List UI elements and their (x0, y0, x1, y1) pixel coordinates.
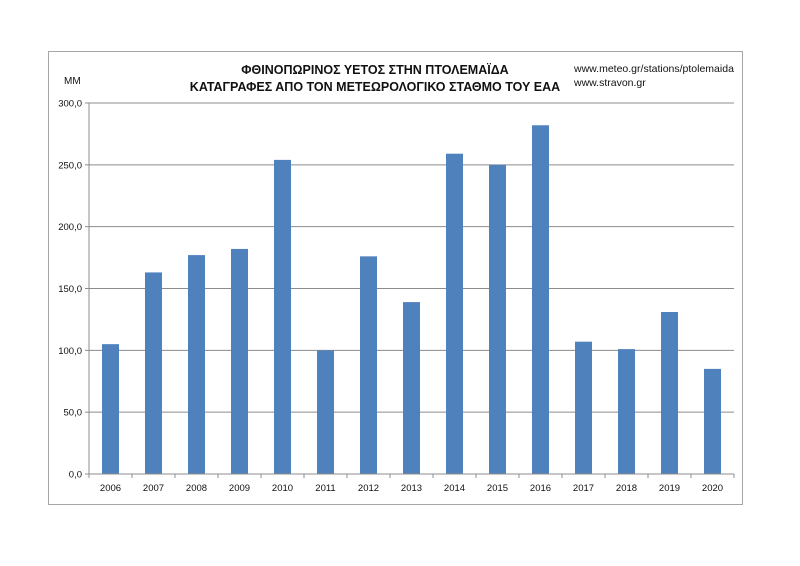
y-tick-label: 250,0 (58, 160, 82, 171)
x-tick-label: 2018 (616, 483, 637, 494)
x-tick-label: 2016 (530, 483, 551, 494)
x-tick-label: 2009 (229, 483, 250, 494)
y-tick-label: 100,0 (58, 346, 82, 357)
x-tick-label: 2014 (444, 483, 465, 494)
bar (446, 153, 463, 474)
y-axis-label: MM (64, 76, 81, 87)
axes (88, 103, 734, 475)
bar (489, 164, 506, 475)
source-links: www.meteo.gr/stations/ptolemaida www.str… (574, 62, 734, 90)
source-link-meteo: www.meteo.gr/stations/ptolemaida (574, 63, 734, 75)
x-tick-label: 2015 (487, 483, 508, 494)
x-tick-label: 2010 (272, 483, 293, 494)
x-tick-labels: 2006 2007 2008 2009 2010 2011 2012 2013 2014 2015… (100, 483, 723, 494)
y-tick-label: 50,0 (64, 408, 83, 419)
chart-title-line-1: ΦΘΙΝΟΠΩΡΙΝΟΣ ΥΕΤΟΣ ΣΤΗΝ ΠΤΟΛΕΜΑΪΔΑ (241, 63, 509, 77)
x-tick-label: 2012 (358, 483, 379, 494)
y-tick-label: 200,0 (58, 222, 82, 233)
x-tick-label: 2017 (573, 483, 594, 494)
x-tick-label: 2006 (100, 483, 121, 494)
bar (145, 272, 162, 474)
y-tick-label: 300,0 (58, 99, 82, 110)
bar (403, 302, 420, 474)
source-link-stravon: www.stravon.gr (574, 77, 646, 89)
bar (360, 256, 377, 474)
x-tick-label: 2013 (401, 483, 422, 494)
x-tick-label: 2019 (659, 483, 680, 494)
x-tick-label: 2011 (315, 483, 335, 494)
x-tick-label: 2008 (186, 483, 207, 494)
bar (618, 349, 635, 474)
bar (532, 125, 549, 474)
y-tick-label: 150,0 (58, 284, 82, 295)
bar (704, 368, 721, 474)
bar (274, 159, 291, 475)
bars (102, 125, 721, 475)
bar (188, 255, 205, 474)
bar (317, 350, 334, 474)
chart-title: ΦΘΙΝΟΠΩΡΙΝΟΣ ΥΕΤΟΣ ΣΤΗΝ ΠΤΟΛΕΜΑΪΔΑ ΚΑΤΑΓ… (140, 62, 610, 96)
bar (661, 311, 678, 474)
bar (102, 344, 119, 474)
y-tick-labels: 0,0 50,0 100,0 150,0 200,0 250,0 300,0 (58, 99, 82, 481)
bar (231, 248, 248, 474)
x-tick-label: 2007 (143, 483, 164, 494)
y-tick-label: 0,0 (69, 470, 82, 481)
chart-title-line-2: ΚΑΤΑΓΡΑΦΕΣ ΑΠΟ ΤΟΝ ΜΕΤΕΩΡΟΛΟΓΙΚΟ ΣΤΑΘΜΟ … (189, 80, 561, 94)
bar (575, 341, 592, 474)
x-tick-label: 2020 (702, 483, 723, 494)
